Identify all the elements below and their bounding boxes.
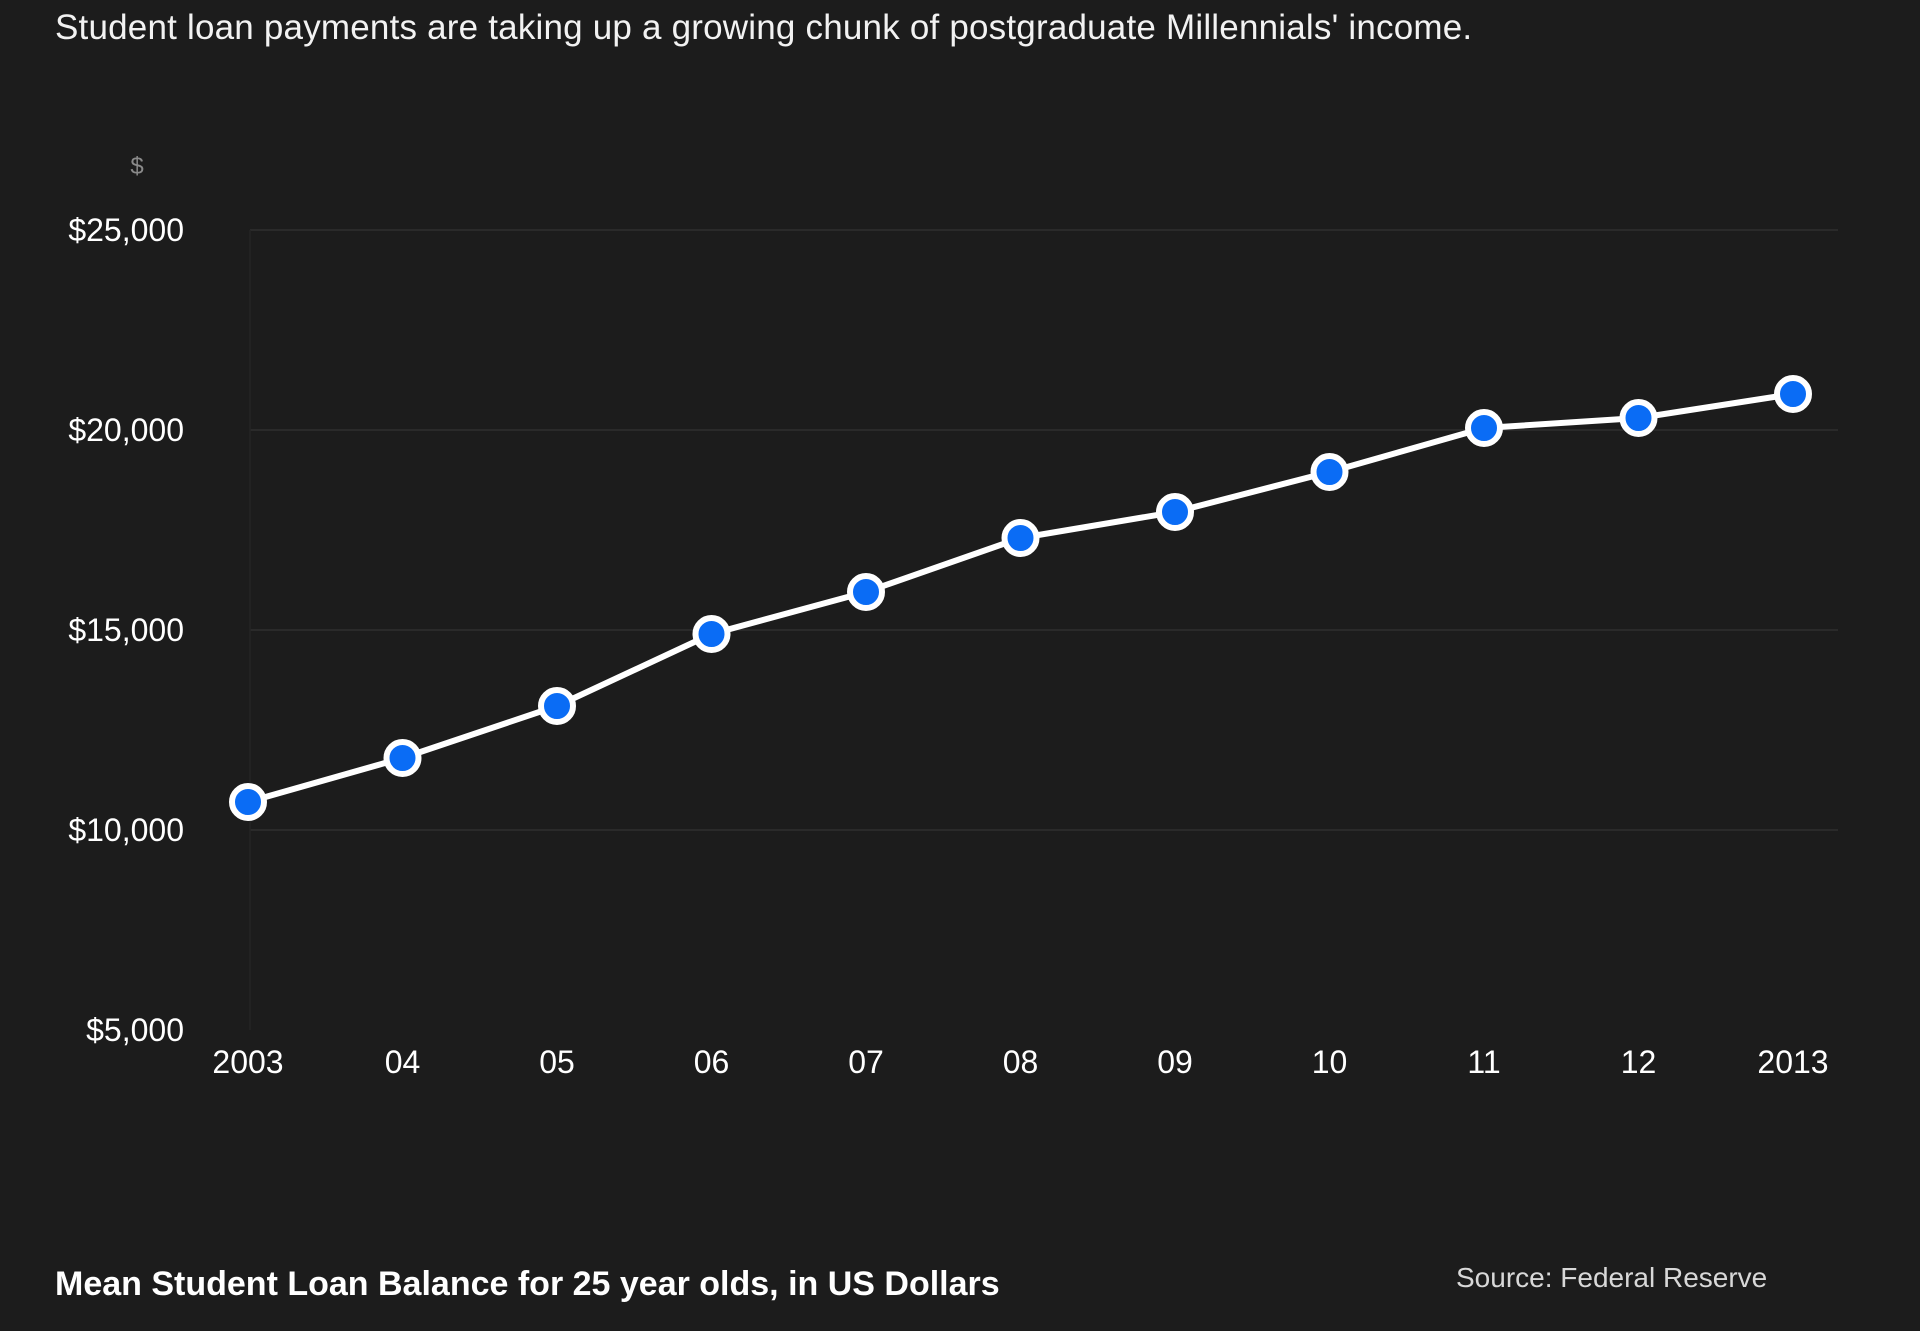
y-tick-label: $20,000	[68, 412, 184, 448]
data-point	[847, 573, 885, 611]
source-note: Source: Federal Reserve	[1456, 1262, 1768, 1293]
gridlines	[249, 229, 1838, 1030]
data-point	[383, 739, 422, 777]
y-tick-label: $10,000	[68, 812, 184, 848]
x-tick-label: 08	[1003, 1044, 1039, 1080]
data-point	[1774, 375, 1812, 413]
y-axis-ticks: $5,000 $10,000 $15,000 $20,000 $25,000	[68, 212, 184, 1048]
y-tick-label: $25,000	[68, 212, 184, 248]
x-tick-label: 06	[694, 1044, 730, 1080]
data-point	[692, 615, 731, 653]
x-tick-label: 11	[1467, 1044, 1500, 1080]
x-axis-ticks: 2003 04 05 06 07 08 09 10 11 12 2013	[212, 1044, 1828, 1080]
chart-subtitle: Student loan payments are taking up a gr…	[55, 8, 1473, 47]
y-tick-label: $5,000	[86, 1012, 184, 1048]
x-tick-label: 07	[848, 1044, 884, 1080]
x-tick-label: 10	[1312, 1044, 1348, 1080]
x-tick-label: 05	[539, 1044, 575, 1080]
series-line	[245, 391, 1796, 805]
y-tick-label: $15,000	[68, 612, 184, 648]
x-tick-label: 2003	[212, 1044, 283, 1080]
x-tick-label: 12	[1621, 1044, 1657, 1080]
data-point	[1465, 409, 1503, 447]
data-point	[1001, 519, 1040, 557]
chart-title: Mean Student Loan Balance for 25 year ol…	[55, 1265, 1000, 1303]
series-markers	[229, 375, 1812, 821]
data-point	[538, 687, 576, 725]
data-point	[1156, 493, 1194, 531]
x-tick-label: 04	[385, 1044, 421, 1080]
x-tick-label: 2013	[1757, 1044, 1828, 1080]
data-point	[1619, 399, 1658, 437]
data-point	[229, 783, 267, 821]
y-unit-label: $	[130, 153, 143, 180]
x-tick-label: 09	[1157, 1044, 1193, 1080]
series-line-path	[245, 391, 1796, 805]
data-point	[1310, 453, 1349, 491]
